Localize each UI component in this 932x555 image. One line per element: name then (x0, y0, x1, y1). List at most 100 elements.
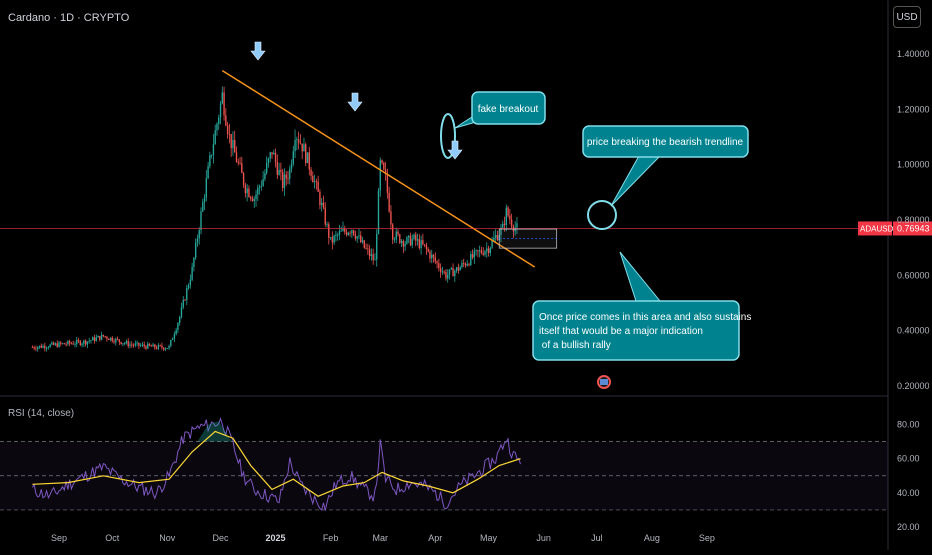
candle-body (489, 247, 492, 254)
candle-body (255, 194, 257, 200)
candle-body (250, 196, 252, 199)
candle-body (251, 198, 254, 201)
candle-body (205, 178, 208, 198)
candle-body (253, 199, 255, 201)
fake-breakout-callout-box (471, 91, 546, 125)
candle-body (329, 237, 332, 238)
candle-body (280, 169, 282, 172)
time-tick-label: May (480, 533, 498, 543)
candle-body (429, 251, 431, 259)
candle-body (338, 230, 341, 235)
candle-body (265, 163, 268, 174)
candle-body (63, 343, 66, 345)
candle-series (31, 86, 518, 352)
candle-body (115, 338, 117, 343)
candle-body (56, 343, 58, 347)
candle-body (67, 341, 69, 345)
candle-body (308, 152, 310, 170)
callouts: fake breakout price breaking the bearish… (454, 91, 751, 361)
candle-body (228, 133, 231, 135)
candle-body (281, 171, 284, 188)
candle-body (413, 234, 415, 240)
axis-labels: 1.40000 1.20000 1.00000 0.80000 0.60000 0.400… (51, 49, 930, 543)
candle-body (246, 188, 248, 194)
price-breaking-label: price breaking the bearish trendline (587, 137, 744, 148)
candle-body (340, 230, 342, 232)
price-breaking-callout-box (582, 125, 749, 158)
candle-body (305, 144, 307, 163)
candle-body (148, 343, 151, 346)
candle-body (319, 191, 321, 206)
candle-body (360, 235, 362, 243)
candle-body (273, 152, 275, 155)
candle-body (431, 254, 433, 259)
candle-body (271, 152, 273, 155)
candle-body (321, 202, 323, 206)
candle-body (296, 139, 298, 141)
candle-body (494, 235, 497, 238)
rsi-tick-label: 60.00 (897, 454, 920, 464)
candle-body (411, 239, 413, 246)
price-tick-label: 0.60000 (897, 270, 930, 280)
candle-body (177, 322, 179, 330)
rsi-tick-label: 20.00 (897, 522, 920, 532)
candle-body (422, 240, 424, 245)
candle-body (175, 329, 177, 335)
candle-body (310, 169, 312, 176)
candle-body (129, 344, 131, 347)
rsi-line (31, 416, 521, 511)
candle-body (425, 244, 428, 250)
candle-body (196, 238, 199, 243)
time-tick-label: Oct (105, 533, 120, 543)
price-tick-label: 0.80000 (897, 215, 930, 225)
trend-overlay: ADAUSD 0.76943 (0, 41, 932, 389)
candle-body (409, 235, 412, 246)
candle-body (260, 185, 263, 187)
candle-body (242, 173, 245, 185)
candle-body (416, 239, 419, 241)
candle-body (510, 219, 513, 227)
candle-body (500, 227, 502, 236)
candle-body (86, 341, 89, 345)
candle-body (257, 187, 259, 195)
candle-body (52, 342, 55, 345)
candle-body (423, 244, 426, 246)
fake-breakout-highlight (440, 113, 456, 159)
candle-body (230, 134, 232, 149)
candle-body (157, 345, 160, 349)
candle-body (303, 144, 305, 152)
candle-body (313, 181, 316, 183)
candle-body (97, 335, 99, 338)
candle-body (299, 142, 302, 144)
area-note-line-3: of a bullish rally (539, 340, 611, 351)
candle-body (95, 337, 97, 341)
candle-body (218, 117, 220, 124)
candle-body (145, 346, 147, 349)
candle-body (207, 166, 209, 179)
candle-body (459, 267, 461, 271)
time-tick-label: Sep (699, 533, 715, 543)
area-note-line-2: itself that would be a major indication (539, 326, 703, 337)
candle-body (450, 268, 452, 270)
symbol-tag-text: ADAUSD (860, 224, 894, 233)
candle-body (90, 340, 92, 342)
candle-body (104, 336, 106, 338)
candle-body (38, 345, 41, 348)
candle-body (182, 299, 184, 308)
candle-body (49, 344, 51, 348)
candle-body (163, 347, 165, 350)
candle-body (193, 257, 195, 268)
candle-body (333, 235, 335, 243)
candle-body (297, 139, 300, 143)
candle-body (248, 188, 250, 197)
candle-body (155, 347, 158, 349)
candle-body (161, 345, 163, 348)
candle-body (349, 232, 351, 234)
candle-body (209, 155, 211, 167)
currency-button[interactable]: USD (893, 6, 921, 28)
time-tick-label: Jul (591, 533, 603, 543)
candle-body (235, 152, 238, 163)
price-tick-label: 0.40000 (897, 326, 930, 336)
candle-body (102, 334, 105, 337)
